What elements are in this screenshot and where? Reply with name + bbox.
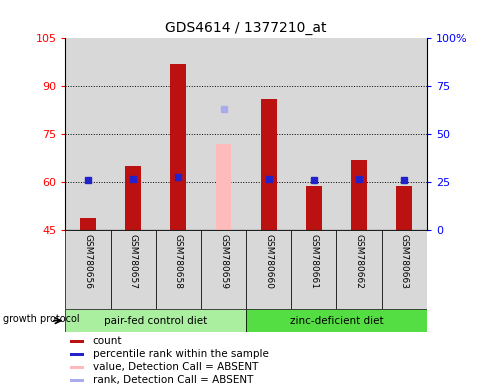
- Bar: [215, 144, 231, 230]
- Bar: [155, 230, 200, 309]
- Bar: [245, 309, 426, 332]
- Text: zinc-deficient diet: zinc-deficient diet: [289, 316, 382, 326]
- Text: GSM780659: GSM780659: [219, 234, 227, 289]
- Bar: [336, 230, 381, 309]
- Text: pair-fed control diet: pair-fed control diet: [104, 316, 207, 326]
- Text: GSM780662: GSM780662: [354, 234, 363, 289]
- Bar: [65, 309, 245, 332]
- Bar: [291, 38, 336, 230]
- Text: GSM780663: GSM780663: [399, 234, 408, 289]
- Bar: [65, 230, 110, 309]
- Bar: [170, 64, 186, 230]
- Bar: [125, 166, 141, 230]
- Text: count: count: [92, 336, 122, 346]
- Title: GDS4614 / 1377210_at: GDS4614 / 1377210_at: [165, 21, 326, 35]
- Bar: [245, 230, 291, 309]
- Text: growth protocol: growth protocol: [3, 314, 80, 324]
- Bar: [291, 230, 336, 309]
- Bar: [70, 340, 84, 343]
- Bar: [70, 353, 84, 356]
- Bar: [245, 38, 291, 230]
- Text: rank, Detection Call = ABSENT: rank, Detection Call = ABSENT: [92, 376, 253, 384]
- Text: GSM780657: GSM780657: [128, 234, 137, 289]
- Text: GSM780656: GSM780656: [83, 234, 92, 289]
- Bar: [200, 38, 245, 230]
- Bar: [65, 38, 110, 230]
- Bar: [381, 230, 426, 309]
- Bar: [70, 379, 84, 382]
- Text: GSM780660: GSM780660: [264, 234, 272, 289]
- Bar: [395, 185, 411, 230]
- Bar: [110, 38, 155, 230]
- Text: GSM780658: GSM780658: [174, 234, 182, 289]
- Bar: [70, 366, 84, 369]
- Bar: [155, 38, 200, 230]
- Bar: [350, 160, 366, 230]
- Bar: [110, 230, 155, 309]
- Bar: [80, 218, 96, 230]
- Text: percentile rank within the sample: percentile rank within the sample: [92, 349, 268, 359]
- Bar: [200, 230, 245, 309]
- Bar: [260, 99, 276, 230]
- Bar: [381, 38, 426, 230]
- Text: GSM780661: GSM780661: [309, 234, 318, 289]
- Text: value, Detection Call = ABSENT: value, Detection Call = ABSENT: [92, 362, 257, 372]
- Bar: [336, 38, 381, 230]
- Bar: [305, 185, 321, 230]
